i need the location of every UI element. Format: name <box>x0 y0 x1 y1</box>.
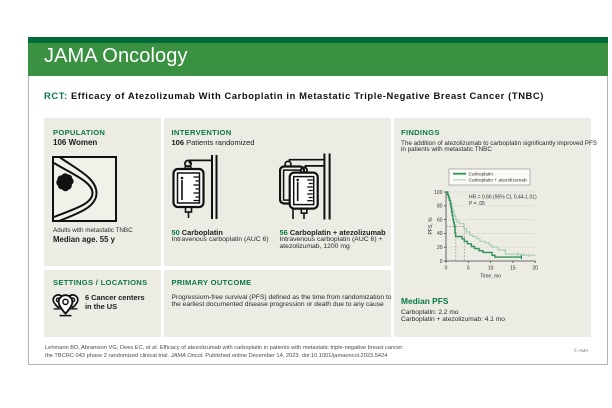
svg-text:Time, mo: Time, mo <box>480 274 501 280</box>
svg-text:P = .05: P = .05 <box>469 201 485 207</box>
svg-text:40: 40 <box>437 231 443 237</box>
svg-text:20: 20 <box>532 266 538 272</box>
svg-text:80: 80 <box>437 204 443 210</box>
svg-text:0: 0 <box>440 259 443 265</box>
svg-text:Carboplatin: Carboplatin <box>469 172 494 178</box>
svg-text:100: 100 <box>434 190 443 196</box>
svg-text:5: 5 <box>467 266 470 272</box>
svg-text:0: 0 <box>445 266 448 272</box>
svg-text:60: 60 <box>437 217 443 223</box>
svg-text:20: 20 <box>437 245 443 251</box>
svg-text:10: 10 <box>488 266 494 272</box>
svg-text:15: 15 <box>510 266 516 272</box>
svg-text:Carboplatin + atezolizumab: Carboplatin + atezolizumab <box>469 178 528 184</box>
svg-text:HR = 0.66 (95% CI, 0.44-1.01): HR = 0.66 (95% CI, 0.44-1.01) <box>469 195 537 201</box>
svg-text:PFS, %: PFS, % <box>428 217 434 235</box>
